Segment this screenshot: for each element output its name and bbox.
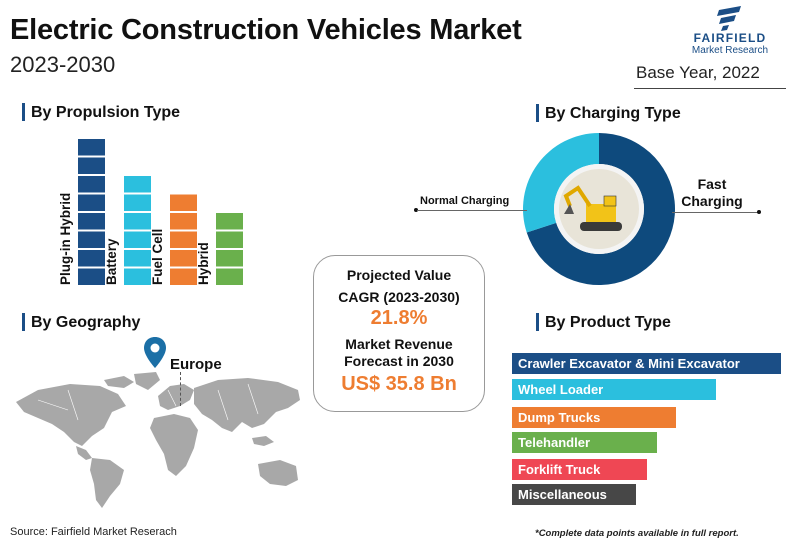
propulsion-bar-block xyxy=(170,231,197,248)
product-category-label: Crawler Excavator & Mini Excavator xyxy=(518,356,740,371)
cagr-label: CAGR (2023-2030) xyxy=(338,289,460,305)
section-marker xyxy=(22,103,25,121)
product-bar: Crawler Excavator & Mini Excavator xyxy=(512,353,781,374)
propulsion-bar-block xyxy=(170,250,197,267)
fairfield-logo: FAIRFIELD Market Research xyxy=(672,5,788,57)
product-bar: Forklift Truck xyxy=(512,459,647,480)
market-summary-box: Projected Value CAGR (2023-2030) 21.8% M… xyxy=(313,255,485,412)
section-marker xyxy=(536,313,539,331)
propulsion-category-label: Plug-in Hybrid xyxy=(58,192,73,285)
section-title-propulsion: By Propulsion Type xyxy=(31,104,181,121)
fast-charging-slice xyxy=(526,133,675,285)
normal-charging-slice xyxy=(523,133,599,233)
propulsion-bar-block xyxy=(124,268,151,285)
geography-highlight-label: Europe xyxy=(170,356,222,373)
propulsion-bar-block xyxy=(124,231,151,248)
leader-line-right xyxy=(672,212,758,213)
product-bar: Miscellaneous xyxy=(512,484,636,505)
section-title-charging: By Charging Type xyxy=(545,105,681,122)
propulsion-bar-block xyxy=(78,157,105,174)
propulsion-bar-block xyxy=(216,231,243,248)
propulsion-bar-block xyxy=(78,250,105,267)
projected-value-label: Projected Value xyxy=(346,267,452,283)
footnote: *Complete data points available in full … xyxy=(535,528,739,539)
propulsion-bar-block xyxy=(78,268,105,285)
propulsion-category-label: Hybrid xyxy=(196,242,211,285)
product-bar: Wheel Loader xyxy=(512,379,716,400)
propulsion-bar-block xyxy=(216,268,243,285)
forecast-label-line2: Forecast in 2030 xyxy=(344,353,454,369)
propulsion-bar xyxy=(78,139,105,285)
pin-leader-line xyxy=(180,372,181,406)
propulsion-category-label: Battery xyxy=(104,238,119,285)
leader-dot-left xyxy=(414,208,418,212)
base-year-divider xyxy=(634,88,786,89)
forecast-value: US$ 35.8 Bn xyxy=(341,373,457,395)
base-year: Base Year, 2022 xyxy=(636,63,760,82)
propulsion-bar xyxy=(216,213,243,285)
product-bar: Telehandler xyxy=(512,432,657,453)
logo-subtitle: Market Research xyxy=(691,45,769,56)
propulsion-bar-block xyxy=(78,194,105,211)
propulsion-bar-block xyxy=(124,194,151,211)
propulsion-bar-block xyxy=(78,139,105,156)
propulsion-bar-block xyxy=(216,213,243,230)
excavator-icon xyxy=(563,185,622,231)
world-map-icon xyxy=(16,372,300,508)
propulsion-bar-block xyxy=(216,250,243,267)
fast-charging-label: Fast Charging xyxy=(672,176,752,210)
propulsion-bar-block xyxy=(170,213,197,230)
logo-name: FAIRFIELD xyxy=(693,31,767,45)
product-category-label: Dump Trucks xyxy=(518,410,601,425)
logo-mark-icon xyxy=(717,6,741,31)
propulsion-bar-block xyxy=(78,213,105,230)
propulsion-bar-block xyxy=(124,250,151,267)
forecast-label-line1: Market Revenue xyxy=(345,336,453,352)
propulsion-category-label: Fuel Cell xyxy=(150,228,165,285)
section-marker xyxy=(536,104,539,122)
normal-charging-label: Normal Charging xyxy=(420,195,510,207)
propulsion-bar-block xyxy=(124,176,151,193)
propulsion-bar-block xyxy=(78,176,105,193)
page-subtitle: 2023-2030 xyxy=(10,52,116,77)
leader-line-left xyxy=(417,210,527,211)
propulsion-bar-block xyxy=(124,213,151,230)
charging-donut-chart xyxy=(523,133,675,285)
source-note: Source: Fairfield Market Reserach xyxy=(10,526,177,538)
product-category-label: Wheel Loader xyxy=(518,382,604,397)
section-title-product: By Product Type xyxy=(545,314,671,331)
fast-charging-label-line2: Charging xyxy=(681,193,743,209)
product-category-label: Telehandler xyxy=(518,435,591,450)
propulsion-bar-block xyxy=(170,268,197,285)
propulsion-bar-block xyxy=(170,194,197,211)
product-category-label: Forklift Truck xyxy=(518,462,601,477)
section-title-geography: By Geography xyxy=(31,314,141,331)
fast-charging-label-line1: Fast xyxy=(697,176,727,192)
leader-dot-right xyxy=(757,210,761,214)
product-bar: Dump Trucks xyxy=(512,407,676,428)
location-pin-icon xyxy=(144,337,166,368)
propulsion-bar-block xyxy=(78,231,105,248)
product-category-label: Miscellaneous xyxy=(518,487,607,502)
page-title: Electric Construction Vehicles Market xyxy=(10,14,522,46)
cagr-value: 21.8% xyxy=(370,307,428,329)
propulsion-bar xyxy=(124,176,151,285)
propulsion-bar-chart xyxy=(78,139,243,285)
propulsion-bar xyxy=(170,194,197,285)
section-marker xyxy=(22,313,25,331)
